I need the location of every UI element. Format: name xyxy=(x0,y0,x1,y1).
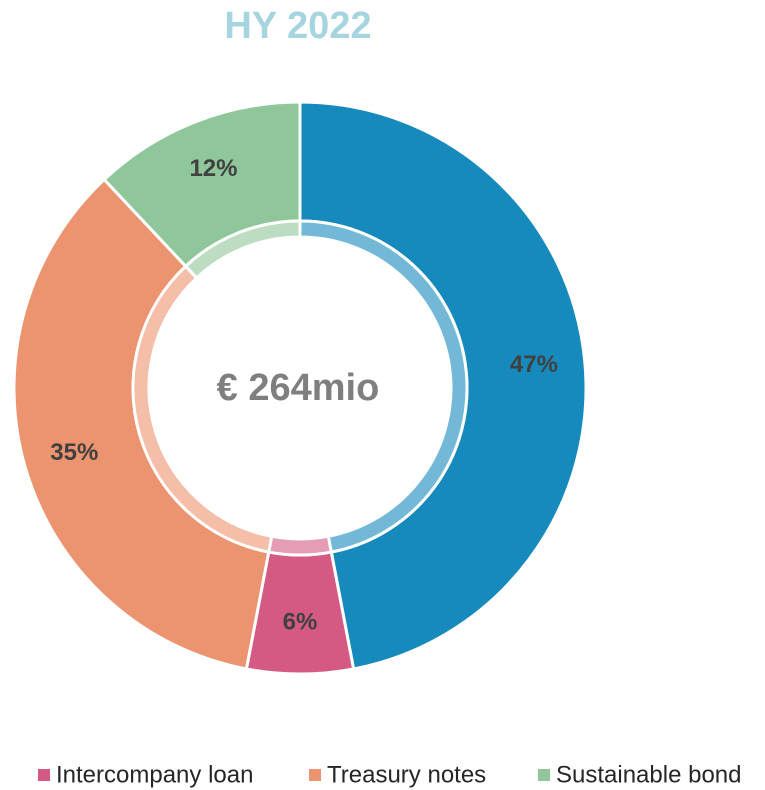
chart-title: HY 2022 xyxy=(224,5,371,47)
data-label: 12% xyxy=(189,155,237,182)
legend-label: Treasury notes xyxy=(327,761,486,788)
legend-label: Intercompany loan xyxy=(56,761,253,788)
legend-swatch xyxy=(538,769,550,781)
data-label: 35% xyxy=(50,439,98,466)
donut-inner-band xyxy=(183,219,302,281)
legend-swatch xyxy=(309,769,321,781)
donut-inner-band xyxy=(266,534,334,557)
data-label: 47% xyxy=(510,351,558,378)
data-label: 6% xyxy=(283,608,318,635)
center-label: € 264mio xyxy=(217,367,380,409)
legend-swatch xyxy=(38,769,50,781)
legend-label: Sustainable bond xyxy=(556,761,741,788)
